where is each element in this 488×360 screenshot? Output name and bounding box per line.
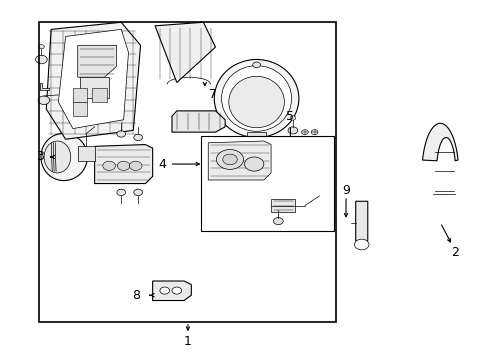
Circle shape xyxy=(134,134,142,141)
Text: 8: 8 xyxy=(132,289,140,302)
Circle shape xyxy=(36,55,47,64)
Circle shape xyxy=(252,62,260,68)
Polygon shape xyxy=(41,133,87,181)
Text: 6: 6 xyxy=(321,189,329,202)
Polygon shape xyxy=(73,88,87,102)
Polygon shape xyxy=(92,88,106,102)
Circle shape xyxy=(160,287,169,294)
Bar xyxy=(201,136,333,231)
Polygon shape xyxy=(155,22,215,82)
Text: 2: 2 xyxy=(450,246,458,259)
Circle shape xyxy=(117,131,125,137)
Circle shape xyxy=(117,161,130,170)
Polygon shape xyxy=(78,146,95,161)
Text: 5: 5 xyxy=(286,110,294,123)
Polygon shape xyxy=(95,145,152,184)
Circle shape xyxy=(287,127,297,134)
Polygon shape xyxy=(355,201,367,246)
Circle shape xyxy=(287,150,302,161)
Text: 1: 1 xyxy=(183,335,191,348)
Polygon shape xyxy=(78,45,116,77)
Ellipse shape xyxy=(221,66,291,131)
Text: 4: 4 xyxy=(158,158,166,171)
Polygon shape xyxy=(280,146,311,166)
Polygon shape xyxy=(58,30,128,129)
Text: 3: 3 xyxy=(36,150,44,163)
Bar xyxy=(39,22,336,322)
Circle shape xyxy=(216,149,243,169)
Polygon shape xyxy=(172,111,224,132)
Polygon shape xyxy=(270,199,295,212)
Polygon shape xyxy=(73,102,87,116)
Circle shape xyxy=(134,189,142,195)
Polygon shape xyxy=(80,77,109,99)
Circle shape xyxy=(354,239,368,250)
Ellipse shape xyxy=(228,76,284,128)
Circle shape xyxy=(102,161,115,170)
Circle shape xyxy=(129,161,142,170)
Circle shape xyxy=(244,157,264,171)
Circle shape xyxy=(39,45,44,49)
Circle shape xyxy=(310,130,317,135)
Polygon shape xyxy=(208,141,270,180)
Text: 7: 7 xyxy=(209,89,217,102)
Circle shape xyxy=(38,96,50,104)
Circle shape xyxy=(172,287,181,294)
Circle shape xyxy=(117,189,125,195)
Ellipse shape xyxy=(44,141,71,173)
Circle shape xyxy=(301,130,308,135)
Text: 9: 9 xyxy=(342,184,349,197)
Polygon shape xyxy=(152,281,191,301)
Polygon shape xyxy=(422,123,457,161)
Circle shape xyxy=(273,217,283,225)
Ellipse shape xyxy=(214,59,298,138)
Polygon shape xyxy=(246,132,265,139)
Circle shape xyxy=(223,154,237,165)
Circle shape xyxy=(289,116,295,120)
Polygon shape xyxy=(40,82,49,90)
Polygon shape xyxy=(46,22,140,139)
